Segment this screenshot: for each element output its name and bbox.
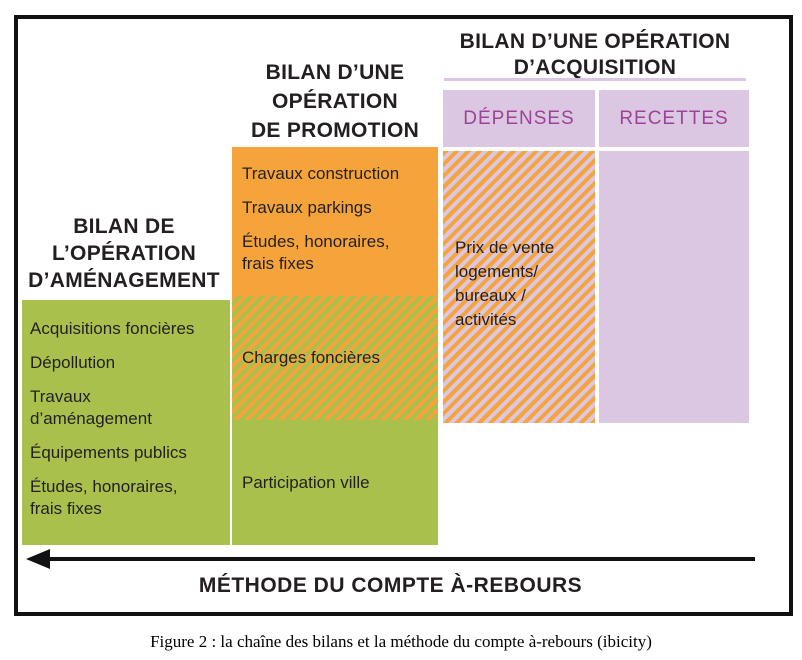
promotion-box: Travaux construction Travaux parkings Ét… [232,147,438,545]
promotion-costs-section: Travaux construction Travaux parkings Ét… [232,147,438,296]
list-item: Travaux parkings [242,198,372,217]
amenagement-box: Acquisitions foncières Dépollution Trava… [22,300,230,545]
participation-ville-section: Participation ville [232,420,438,545]
acquisition-header-rule [444,78,746,81]
list-item: Études, honoraires, frais fixes [242,232,390,273]
charges-foncieres-label: Charges foncières [242,348,380,367]
figure-caption: Figure 2 : la chaîne des bilans et la mé… [150,632,652,651]
column-title-amenagement: BILAN DE L’OPÉRATION D’AMÉNAGEMENT [28,215,220,292]
list-item: Travaux d’aménagement [30,387,152,428]
acquisition-recettes-header: RECETTES [599,90,749,147]
list-item: Équipements publics [30,443,187,462]
timeline-arrow-line [46,557,755,561]
acquisition-depenses-header: DÉPENSES [443,90,595,147]
charges-foncieres-section: Charges foncières [232,296,438,420]
arrow-label: MÉTHODE DU COMPTE À-REBOURS [198,574,583,597]
prix-de-vente-label: Prix de vente logements/ bureaux / activ… [455,238,555,329]
arrow-left-head-icon [26,549,50,569]
list-item: Dépollution [30,353,116,372]
acquisition-depenses-body: Prix de vente logements/ bureaux / activ… [443,151,595,423]
depenses-header-label: DÉPENSES [463,107,575,129]
column-title-promotion: BILAN D’UNE OPÉRATION DE PROMOTION [250,61,420,142]
list-item: Acquisitions foncières [30,319,195,338]
recettes-header-label: RECETTES [619,107,729,129]
list-item: Études, honoraires, frais fixes [30,477,178,518]
participation-ville-label: Participation ville [242,472,370,492]
column-title-acquisition: BILAN D’UNE OPÉRATION D’ACQUISITION [459,30,731,79]
list-item: Travaux construction [242,164,400,183]
acquisition-recettes-body [599,151,749,423]
